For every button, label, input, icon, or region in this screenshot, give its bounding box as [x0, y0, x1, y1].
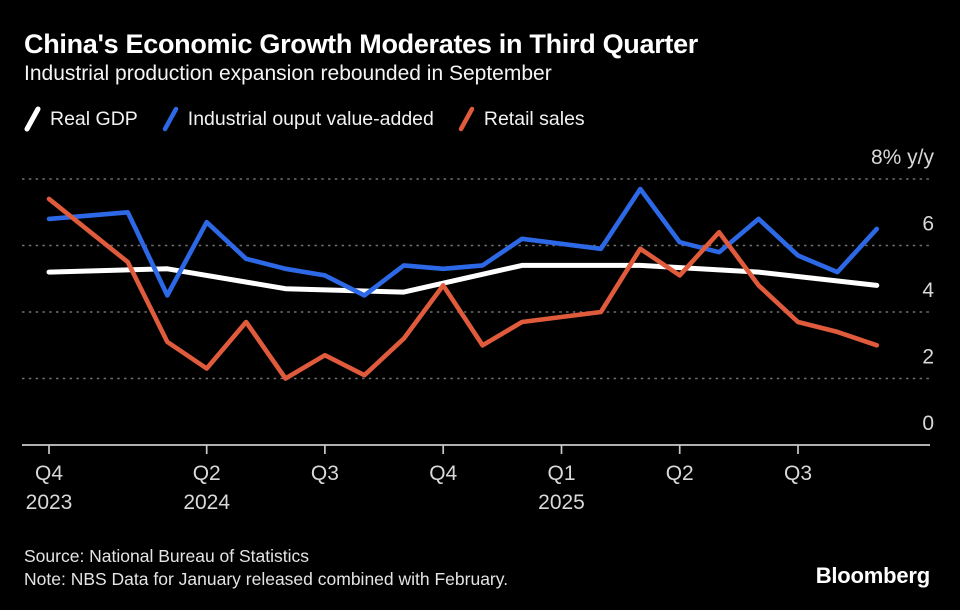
chart-canvas: Q4 2023 Q2 2024 Q3 Q4 Q1 2025 Q2 Q3 8% y/y 6 4 2 0: [22, 146, 935, 514]
x-tick-year-label: 2023: [26, 491, 73, 514]
x-tick-label: Q3: [784, 462, 812, 485]
series-line-industrial-ouput-value-added: [46, 186, 880, 298]
bloomberg-logo: Bloomberg: [815, 563, 931, 588]
x-tick-label: Q2: [666, 462, 694, 485]
x-tick-label: Q4: [35, 462, 63, 485]
y-tick-label: 4: [922, 279, 934, 302]
y-tick-label: 2: [922, 346, 934, 369]
legend-label: Retail sales: [483, 107, 585, 130]
x-tick-year-label: 2024: [183, 491, 230, 514]
legend-item-industrial-output: Industrial ouput value-added: [162, 106, 434, 132]
legend: Real GDP Industrial ouput value-added Re…: [24, 106, 585, 132]
legend-label: Industrial ouput value-added: [187, 107, 434, 130]
legend-item-retail-sales: Retail sales: [458, 106, 585, 132]
y-tick-label: 0: [922, 412, 934, 435]
footer: Source: National Bureau of Statistics No…: [24, 545, 508, 591]
x-tick-label: Q3: [311, 462, 339, 485]
series-line-real-gdp: [46, 262, 880, 295]
x-tick-label: Q4: [429, 462, 457, 485]
slash-icon: [162, 106, 179, 132]
legend-item-real-gdp: Real GDP: [24, 106, 138, 132]
page-subtitle: Industrial production expansion rebounde…: [24, 62, 552, 85]
x-tick-label: Q2: [193, 462, 221, 485]
y-tick-label: 6: [922, 213, 934, 236]
slash-icon: [458, 106, 475, 132]
slash-icon: [24, 106, 41, 132]
page-title: China's Economic Growth Moderates in Thi…: [24, 29, 699, 59]
x-tick-year-label: 2025: [538, 491, 585, 514]
source-note: Source: National Bureau of Statistics: [24, 546, 310, 566]
legend-label: Real GDP: [50, 107, 138, 130]
x-tick-label: Q1: [547, 462, 575, 485]
data-note: Note: NBS Data for January released comb…: [24, 569, 509, 589]
y-axis-unit-label: 8% y/y: [871, 146, 935, 169]
series-line-retail-sales: [46, 196, 880, 381]
